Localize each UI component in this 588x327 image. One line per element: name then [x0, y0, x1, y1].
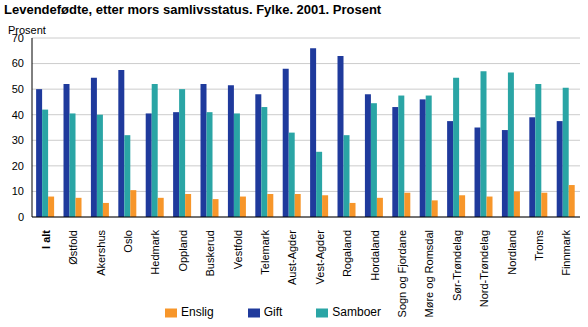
svg-text:Oslo: Oslo: [122, 230, 134, 253]
svg-text:Troms: Troms: [533, 230, 545, 261]
svg-text:I alt: I alt: [40, 230, 52, 249]
svg-text:30: 30: [12, 134, 24, 146]
svg-text:Aust-Agder: Aust-Agder: [286, 230, 298, 285]
svg-text:Vest-Agder: Vest-Agder: [314, 230, 326, 285]
svg-text:Vestfold: Vestfold: [232, 230, 244, 269]
svg-text:Nordland: Nordland: [506, 230, 518, 275]
svg-text:Nord-Trøndelag: Nord-Trøndelag: [478, 230, 490, 307]
svg-text:Rogaland: Rogaland: [341, 230, 353, 277]
svg-text:60: 60: [12, 57, 24, 69]
svg-text:Finnmark: Finnmark: [560, 230, 572, 276]
svg-text:Telemark: Telemark: [259, 230, 271, 275]
svg-text:10: 10: [12, 185, 24, 197]
svg-text:Hordaland: Hordaland: [369, 230, 381, 281]
svg-text:Akershus: Akershus: [95, 230, 107, 276]
svg-text:Hedmark: Hedmark: [149, 230, 161, 275]
svg-text:Buskerud: Buskerud: [204, 230, 216, 276]
svg-text:Møre og Romsdal: Møre og Romsdal: [423, 230, 435, 317]
svg-text:Østfold: Østfold: [67, 230, 79, 265]
svg-text:Oppland: Oppland: [177, 230, 189, 272]
svg-text:Sogn og Fjordane: Sogn og Fjordane: [396, 230, 408, 317]
svg-text:40: 40: [12, 109, 24, 121]
svg-text:50: 50: [12, 83, 24, 95]
svg-text:Sør-Trøndelag: Sør-Trøndelag: [451, 230, 463, 301]
svg-text:70: 70: [12, 32, 24, 44]
svg-text:20: 20: [12, 160, 24, 172]
svg-text:0: 0: [18, 211, 24, 223]
